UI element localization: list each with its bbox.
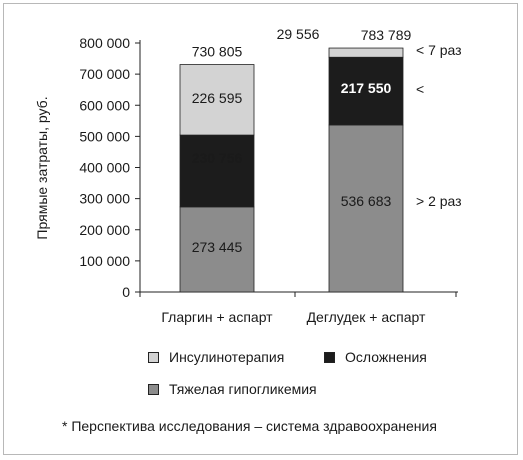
y-tick-label: 600 000: [79, 97, 130, 113]
y-tick-label: 400 000: [79, 160, 130, 176]
figure-frame: [3, 3, 518, 455]
total-label: 783 789: [361, 27, 412, 43]
legend-label-hypoglycemia: Тяжелая гипогликемия: [169, 381, 317, 397]
bar-segment-hypoglycemia: [328, 124, 404, 293]
legend-item-hypoglycemia: Тяжелая гипогликемия: [148, 381, 317, 397]
data-label-hypoglycemia: 273 445: [192, 239, 243, 255]
legend-swatch-complications: [324, 351, 335, 363]
bar-segment-insulin: [179, 64, 255, 136]
y-tick-label: 800 000: [79, 35, 130, 51]
y-tick-label: 100 000: [79, 253, 130, 269]
total-label: 730 805: [192, 44, 243, 60]
legend-swatch-hypoglycemia: [148, 383, 159, 395]
y-tick-label: 0: [122, 284, 130, 300]
legend-label-complications: Осложнения: [345, 349, 427, 365]
bar-segment-hypoglycemia: [179, 206, 255, 293]
bar-segment-insulin: [328, 47, 404, 58]
y-tick-label: 500 000: [79, 128, 130, 144]
data-label-insulin: 29 556: [277, 26, 320, 42]
legend-item-insulin: Инсулинотерапия: [148, 349, 284, 365]
annotation-insulin: < 7 раз: [416, 42, 462, 58]
legend-swatch-insulin: [148, 351, 159, 363]
data-label-complications: 230 756: [192, 150, 243, 166]
data-label-hypoglycemia: 536 683: [341, 193, 392, 209]
footnote: * Перспектива исследования – система здр…: [62, 418, 437, 434]
y-tick-label: 300 000: [79, 191, 130, 207]
annotation-hypoglycemia: > 2 раз: [416, 193, 462, 209]
bar-segment-complications: [179, 134, 255, 208]
bar-segment-complications: [328, 56, 404, 126]
legend-label-insulin: Инсулинотерапия: [169, 349, 285, 365]
data-label-complications: 217 550: [341, 80, 392, 96]
data-label-insulin: 226 595: [192, 90, 243, 106]
x-tick-label: Деглудек + аспарт: [307, 309, 426, 325]
annotation-complications: <: [416, 81, 424, 97]
x-tick-label: Гларгин + аспарт: [161, 309, 273, 325]
legend-item-complications: Осложнения: [324, 349, 427, 365]
y-tick-label: 700 000: [79, 66, 130, 82]
y-axis-label: Прямые затраты, руб.: [34, 96, 50, 239]
y-tick-label: 200 000: [79, 222, 130, 238]
